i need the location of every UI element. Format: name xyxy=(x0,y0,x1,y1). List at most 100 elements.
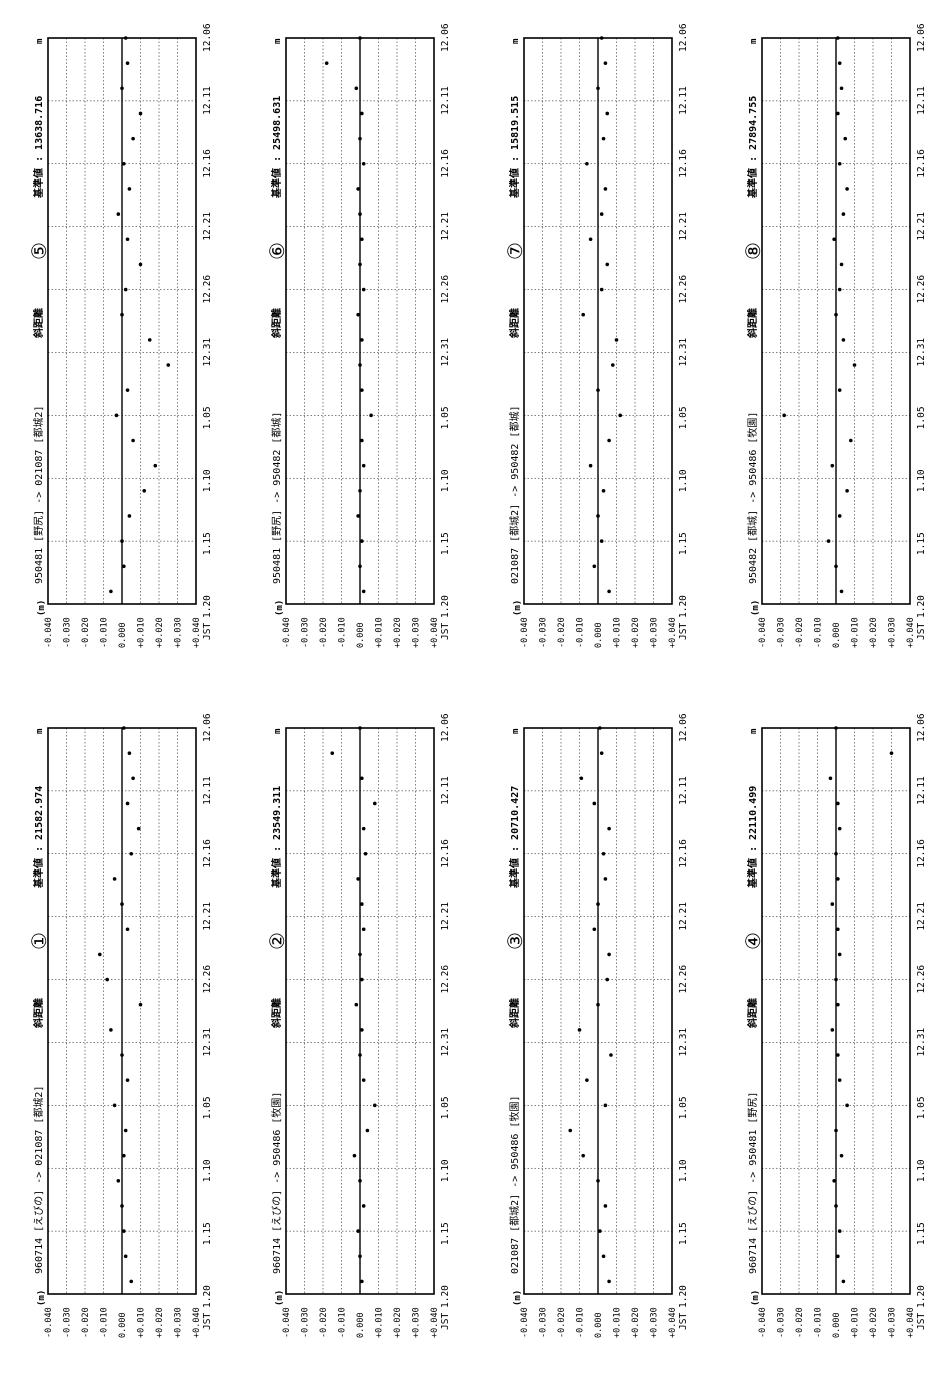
x-tick-label: 12.16 xyxy=(916,839,927,868)
data-point xyxy=(611,363,615,367)
y-tick-label: 0.000 xyxy=(832,622,842,648)
data-point xyxy=(358,262,362,267)
data-point xyxy=(830,902,835,906)
data-point xyxy=(598,1229,602,1233)
data-point xyxy=(599,751,604,755)
data-point xyxy=(153,463,158,468)
data-point xyxy=(105,977,109,982)
data-point xyxy=(120,86,124,91)
x-axis-label: JST xyxy=(678,623,689,640)
y-tick-label: -0.040 xyxy=(520,1307,530,1338)
data-point xyxy=(354,86,359,91)
data-point xyxy=(125,1078,130,1082)
data-point xyxy=(607,826,611,831)
data-point xyxy=(889,751,894,755)
y-tick-label: +0.040 xyxy=(430,617,440,648)
data-point xyxy=(373,1103,377,1108)
y-axis-label: (m) xyxy=(513,600,523,616)
x-tick-label: 12.31 xyxy=(916,1028,927,1057)
data-point xyxy=(358,1179,362,1183)
y-tick-label: -0.030 xyxy=(301,617,311,648)
data-point xyxy=(147,338,152,342)
x-tick-label: 12.06 xyxy=(202,23,213,52)
data-point xyxy=(845,489,849,493)
x-tick-label: 1.05 xyxy=(440,1096,451,1119)
y-tick-label: +0.040 xyxy=(192,617,202,648)
data-point xyxy=(123,287,128,292)
data-point xyxy=(596,1002,600,1007)
x-tick-label: 1.15 xyxy=(202,532,213,555)
x-tick-label: 12.16 xyxy=(678,149,689,178)
x-tick-label: 12.16 xyxy=(440,149,451,178)
data-point xyxy=(614,338,619,342)
data-point xyxy=(136,826,141,831)
data-point xyxy=(138,111,143,116)
data-point xyxy=(109,589,113,594)
reference-value: 基準値 : 22110.499 xyxy=(746,786,759,889)
chart-panel: +0.040 +0.030 +0.020 +0.010 0.000 -0.010 -0.02… xyxy=(27,23,213,648)
data-point xyxy=(836,111,840,116)
data-point xyxy=(607,589,611,594)
data-point xyxy=(836,877,840,881)
y-tick-label: +0.040 xyxy=(668,617,678,648)
y-tick-label: 0.000 xyxy=(356,622,366,648)
data-point xyxy=(360,338,364,342)
y-tick-label: -0.040 xyxy=(520,617,530,648)
x-tick-label: 12.21 xyxy=(202,902,213,931)
x-tick-label: 12.11 xyxy=(440,776,451,805)
panel-number: ④ xyxy=(741,932,765,950)
y-tick-label: -0.040 xyxy=(758,617,768,648)
x-tick-label: 12.06 xyxy=(916,713,927,742)
x-tick-label: 12.26 xyxy=(678,275,689,304)
y-axis-label: (m) xyxy=(37,600,47,616)
panel-number: ⑥ xyxy=(265,242,289,260)
data-point xyxy=(116,212,121,216)
x-tick-label: 12.06 xyxy=(440,713,451,742)
data-point xyxy=(360,388,364,392)
data-point xyxy=(356,514,360,518)
data-point xyxy=(568,1128,573,1133)
x-axis-label: JST xyxy=(678,1313,689,1330)
y-tick-label: -0.030 xyxy=(63,617,73,648)
y-tick-label: +0.030 xyxy=(412,1307,422,1338)
data-point xyxy=(125,388,130,392)
x-tick-label: 1.10 xyxy=(202,1159,213,1182)
data-point xyxy=(592,564,597,569)
data-point xyxy=(830,1028,835,1032)
data-point xyxy=(360,902,364,906)
x-tick-label: 1.10 xyxy=(440,469,451,492)
x-tick-label: 1.15 xyxy=(678,1222,689,1245)
data-point xyxy=(588,237,593,242)
x-axis-label: JST xyxy=(202,1313,213,1330)
data-point xyxy=(131,438,135,443)
unit-label: m xyxy=(511,728,521,734)
x-tick-label: 1.15 xyxy=(916,532,927,555)
x-tick-label: 12.31 xyxy=(202,1028,213,1057)
y-tick-label: +0.010 xyxy=(137,617,147,648)
x-tick-label: 12.21 xyxy=(916,212,927,241)
y-tick-label: -0.020 xyxy=(319,617,329,648)
measure-label: 斜距離 xyxy=(746,308,759,339)
data-point xyxy=(360,776,364,781)
reference-value: 基準値 : 25498.631 xyxy=(270,96,283,199)
x-tick-label: 1.15 xyxy=(440,1222,451,1245)
data-point xyxy=(830,463,835,468)
y-tick-label: 0.000 xyxy=(118,1312,128,1338)
chart-panel: +0.040 +0.030 +0.020 +0.010 0.000 -0.010 -0.02… xyxy=(503,713,689,1338)
x-tick-label: 1.05 xyxy=(202,1096,213,1119)
x-tick-label: 1.10 xyxy=(916,1159,927,1182)
y-tick-label: -0.040 xyxy=(282,617,292,648)
x-axis-label: JST xyxy=(916,623,927,640)
data-point xyxy=(828,776,833,781)
data-point xyxy=(112,1103,117,1108)
reference-value: 基準値 : 15819.515 xyxy=(508,96,521,199)
data-point xyxy=(131,776,135,781)
data-point xyxy=(836,1254,840,1259)
y-tick-label: -0.010 xyxy=(100,617,110,648)
x-tick-label: 12.11 xyxy=(916,776,927,805)
x-tick-label: 12.06 xyxy=(202,713,213,742)
y-tick-label: 0.000 xyxy=(118,622,128,648)
chart-title: 950481 [野尻] -> 950482 [都城] xyxy=(271,412,283,584)
x-tick-label: 12.31 xyxy=(678,1028,689,1057)
panel-number: ⑤ xyxy=(27,242,51,260)
